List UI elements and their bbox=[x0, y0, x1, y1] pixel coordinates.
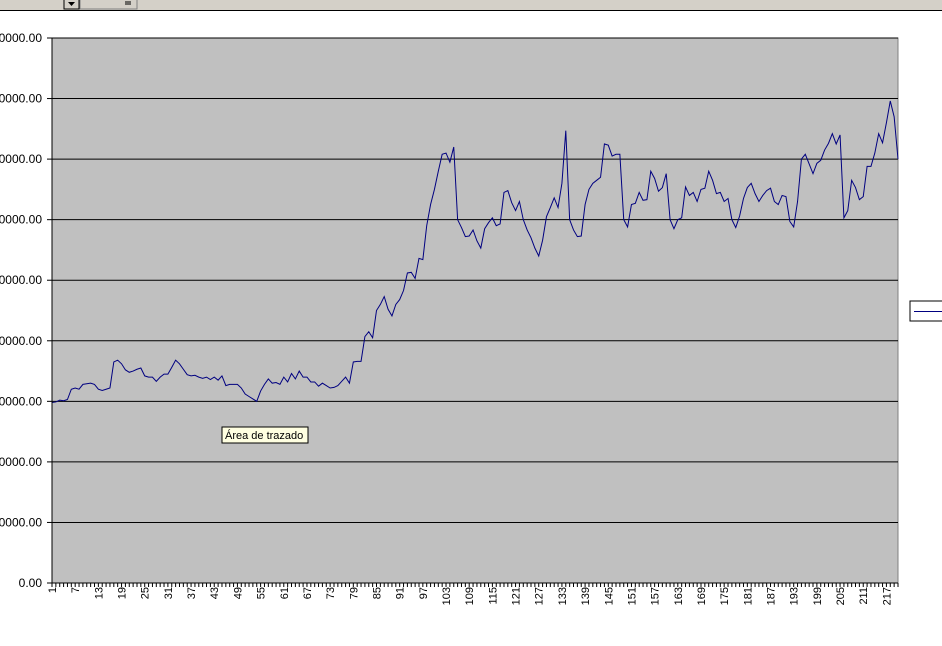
y-tick-label: 0.00 bbox=[19, 576, 43, 590]
x-tick-label: 61 bbox=[279, 587, 291, 599]
x-tick-label: 43 bbox=[209, 587, 221, 599]
y-tick-label: 60000.00 bbox=[0, 213, 42, 227]
x-tick-label: 169 bbox=[696, 587, 708, 605]
x-tick-label: 103 bbox=[441, 587, 453, 605]
x-tick-label: 151 bbox=[626, 587, 638, 605]
x-tick-label: 121 bbox=[511, 587, 523, 605]
x-tick-label: 157 bbox=[650, 587, 662, 605]
tooltip-text: Área de trazado bbox=[225, 429, 303, 442]
x-tick-label: 175 bbox=[719, 587, 731, 605]
x-tick-label: 199 bbox=[812, 587, 824, 605]
x-tick-label: 193 bbox=[789, 587, 801, 605]
y-tick-label: 90000.00 bbox=[0, 31, 42, 45]
dropdown-arrow bbox=[68, 2, 75, 6]
x-tick-label: 109 bbox=[464, 587, 476, 605]
x-tick-label: 211 bbox=[858, 587, 870, 605]
x-tick-label: 79 bbox=[348, 587, 360, 599]
plot-area bbox=[51, 37, 899, 584]
toolbar bbox=[0, 0, 942, 10]
x-tick-label: 49 bbox=[232, 587, 244, 599]
x-tick-label: 115 bbox=[487, 587, 499, 605]
x-tick-label: 37 bbox=[186, 587, 198, 599]
x-tick-label: 181 bbox=[742, 587, 754, 605]
y-tick-label: 10000.00 bbox=[0, 515, 42, 529]
x-tick-label: 91 bbox=[395, 587, 407, 599]
x-tick-label: 163 bbox=[673, 587, 685, 605]
x-tick-label: 1 bbox=[47, 587, 59, 593]
x-tick-label: 73 bbox=[325, 587, 337, 599]
y-tick-label: 70000.00 bbox=[0, 152, 42, 166]
tooltip bbox=[221, 426, 309, 444]
y-tick-label: 20000.00 bbox=[0, 455, 42, 469]
toolbar-button[interactable] bbox=[79, 0, 138, 10]
y-tick-label: 80000.00 bbox=[0, 92, 42, 106]
x-tick-label: 55 bbox=[256, 587, 268, 599]
x-tick-label: 67 bbox=[302, 587, 314, 599]
x-tick-label: 13 bbox=[93, 587, 105, 599]
y-tick-label: 50000.00 bbox=[0, 273, 42, 287]
y-tick-label: 40000.00 bbox=[0, 334, 42, 348]
x-tick-label: 205 bbox=[835, 587, 847, 605]
x-tick-label: 133 bbox=[557, 587, 569, 605]
x-tick-label: 127 bbox=[534, 587, 546, 605]
y-tick-label: 30000.00 bbox=[0, 394, 42, 408]
x-tick-label: 7 bbox=[70, 587, 82, 593]
x-tick-label: 97 bbox=[418, 587, 430, 599]
x-tick-label: 145 bbox=[603, 587, 615, 605]
x-tick-label: 187 bbox=[766, 587, 778, 605]
toolbar-icon bbox=[125, 1, 131, 5]
x-tick-label: 139 bbox=[580, 587, 592, 605]
x-tick-label: 31 bbox=[163, 587, 175, 599]
x-tick-label: 19 bbox=[117, 587, 129, 599]
x-tick-label: 217 bbox=[881, 587, 893, 605]
series-line bbox=[51, 100, 899, 404]
x-tick-label: 85 bbox=[371, 587, 383, 599]
x-tick-label: 25 bbox=[140, 587, 152, 599]
